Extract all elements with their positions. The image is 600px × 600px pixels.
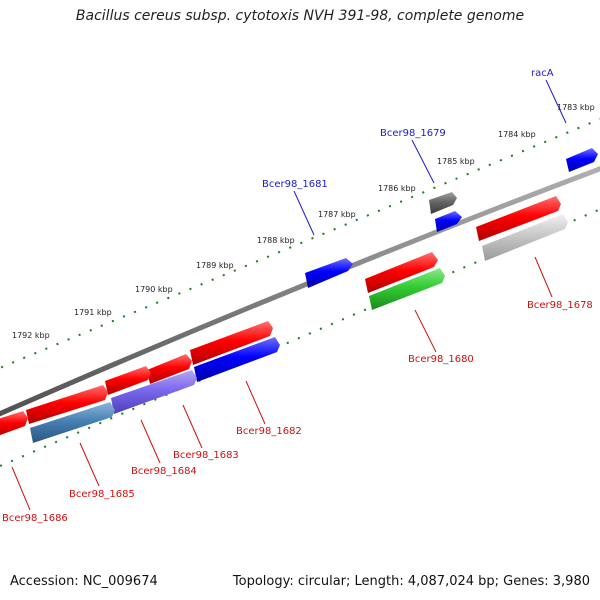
gene-label-bcer98-1685[interactable]: Bcer98_1685 xyxy=(69,489,135,500)
leader-line-bcer98-1680 xyxy=(414,309,437,353)
gene-feature-bcer98-1680-inner[interactable] xyxy=(369,268,445,310)
gene-feature-bcer98-1684-inner[interactable] xyxy=(111,370,197,414)
scale-label-1789: 1789 kbp xyxy=(196,261,234,270)
leader-line-bcer98-1685 xyxy=(79,442,100,487)
scale-label-1787: 1787 kbp xyxy=(318,210,356,219)
leader-line-bcer98-1681 xyxy=(293,190,315,236)
leader-line-bcer98-1679 xyxy=(411,139,435,184)
gene-feature-bcer98-1686[interactable] xyxy=(0,411,28,437)
gene-label-bcer98-1678[interactable]: Bcer98_1678 xyxy=(527,300,593,311)
gene-label-bcer98-1682[interactable]: Bcer98_1682 xyxy=(236,426,302,437)
gene-feature-bcer98-1679[interactable] xyxy=(435,211,462,232)
gene-feature-bcer98-1678-inner[interactable] xyxy=(482,214,568,261)
scale-label-1788: 1788 kbp xyxy=(257,236,295,245)
gene-feature-bcer98-1678[interactable] xyxy=(476,196,561,241)
gene-feature-bcer98-1679-grey[interactable] xyxy=(429,192,457,214)
map-title: Bacillus cereus subsp. cytotoxis NVH 391… xyxy=(75,8,525,24)
leader-line-bcer98-1686 xyxy=(11,466,31,511)
leader-line-bcer98-1684 xyxy=(140,419,161,464)
scale-label-1785: 1785 kbp xyxy=(437,157,475,166)
gene-label-racA[interactable]: racA xyxy=(531,68,554,79)
gene-feature-racA[interactable] xyxy=(566,148,598,172)
gene-label-bcer98-1680[interactable]: Bcer98_1680 xyxy=(408,354,474,365)
leader-line-racA xyxy=(545,79,567,124)
scale-label-1786: 1786 kbp xyxy=(378,184,416,193)
genome-summary-text: Topology: circular; Length: 4,087,024 bp… xyxy=(232,574,590,589)
genome-backbone xyxy=(0,166,600,417)
gene-feature-bcer98-1682[interactable] xyxy=(190,321,273,365)
gene-feature-bcer98-1685-inner[interactable] xyxy=(30,402,115,443)
gene-label-bcer98-1684[interactable]: Bcer98_1684 xyxy=(131,466,197,477)
gene-label-bcer98-1683[interactable]: Bcer98_1683 xyxy=(173,450,239,461)
scale-label-1784: 1784 kbp xyxy=(498,130,536,139)
gene-feature-bcer98-1685[interactable] xyxy=(26,385,108,424)
gene-feature-bcer98-1680[interactable] xyxy=(365,252,438,293)
scale-label-1790: 1790 kbp xyxy=(135,285,173,294)
accession-text: Accession: NC_009674 xyxy=(10,574,158,589)
gene-label-bcer98-1686[interactable]: Bcer98_1686 xyxy=(2,513,68,524)
gene-feature-bcer98-1681[interactable] xyxy=(305,258,353,288)
leader-line-bcer98-1682 xyxy=(245,380,266,425)
gene-label-bcer98-1679[interactable]: Bcer98_1679 xyxy=(380,128,446,139)
scale-label-1791: 1791 kbp xyxy=(74,308,112,317)
gene-feature-bcer98-1682-inner[interactable] xyxy=(194,337,280,382)
scale-label-1783: 1783 kbp xyxy=(557,103,595,112)
scale-label-1792: 1792 kbp xyxy=(12,331,50,340)
leader-line-bcer98-1683 xyxy=(182,404,203,449)
gene-label-bcer98-1681[interactable]: Bcer98_1681 xyxy=(262,179,328,190)
gene-feature-bcer98-1683[interactable] xyxy=(147,354,192,384)
gene-feature-bcer98-1684[interactable] xyxy=(105,366,151,395)
leader-line-bcer98-1678 xyxy=(534,256,553,298)
